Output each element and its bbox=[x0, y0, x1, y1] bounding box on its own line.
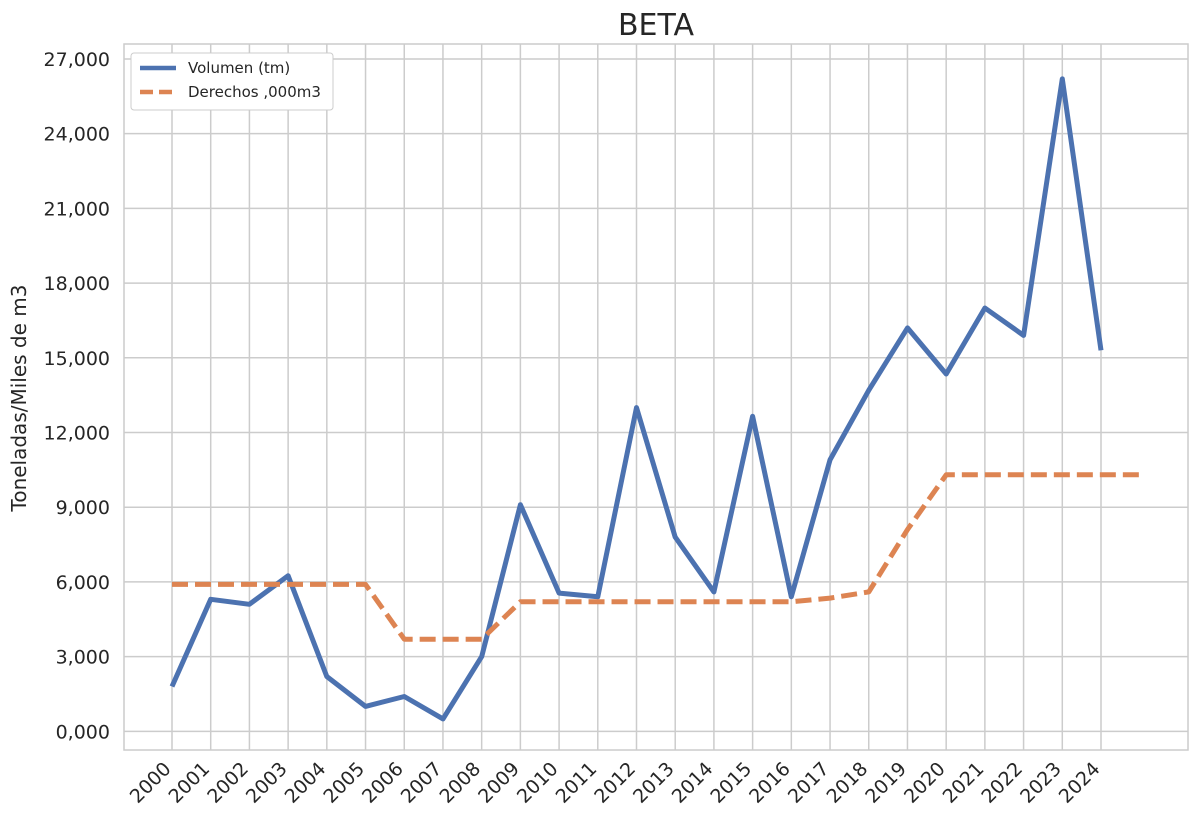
legend-box bbox=[130, 52, 334, 111]
legend-label-volumen: Volumen (tm) bbox=[188, 59, 290, 77]
x-tick-label: 2014 bbox=[668, 758, 718, 808]
y-tick-label: 18,000 bbox=[44, 273, 110, 295]
y-tick-label: 9,000 bbox=[56, 497, 110, 519]
x-tick-label: 2022 bbox=[977, 758, 1027, 808]
x-tick-label: 2008 bbox=[435, 758, 485, 808]
x-tick-label: 2009 bbox=[474, 758, 524, 808]
x-tick-label: 2010 bbox=[513, 758, 563, 808]
legend: Volumen (tm) Derechos ,000m3 bbox=[130, 52, 334, 111]
y-tick-label: 0,000 bbox=[56, 721, 110, 743]
x-tick-label: 2003 bbox=[242, 758, 292, 808]
y-tick-label: 24,000 bbox=[44, 124, 110, 146]
plot-area: 0,000 3,000 6,000 9,000 12,000 15,000 18,000 21… bbox=[44, 43, 1189, 808]
series-line-derechos bbox=[172, 472, 1140, 642]
y-tick-label: 3,000 bbox=[56, 647, 110, 669]
x-tick-label: 2007 bbox=[397, 758, 447, 808]
legend-label-derechos: Derechos ,000m3 bbox=[188, 83, 321, 101]
y-tick-label: 21,000 bbox=[44, 198, 110, 220]
x-tick-label: 2013 bbox=[629, 758, 679, 808]
x-tick-label: 2021 bbox=[939, 758, 989, 808]
x-tick-label: 2023 bbox=[1016, 758, 1066, 808]
x-tick-label: 2016 bbox=[745, 758, 795, 808]
x-tick-label: 2017 bbox=[784, 758, 834, 808]
x-tick-label: 2004 bbox=[281, 758, 331, 808]
x-tick-label: 2001 bbox=[164, 758, 214, 808]
chart-title: BETA bbox=[618, 8, 695, 43]
x-tick-label: 2018 bbox=[823, 758, 873, 808]
y-tick-label: 15,000 bbox=[44, 348, 110, 370]
x-tick-label: 2012 bbox=[590, 758, 640, 808]
x-tick-label: 2011 bbox=[552, 758, 602, 808]
y-tick-label: 6,000 bbox=[56, 572, 110, 594]
x-tick-label: 2024 bbox=[1055, 758, 1105, 808]
x-tick-label: 2000 bbox=[126, 758, 176, 808]
x-tick-label: 2019 bbox=[861, 758, 911, 808]
x-tick-label: 2015 bbox=[706, 758, 756, 808]
y-tick-label: 12,000 bbox=[44, 422, 110, 444]
x-tick-label: 2002 bbox=[203, 758, 253, 808]
x-tick-label: 2020 bbox=[900, 758, 950, 808]
x-tick-label: 2005 bbox=[319, 758, 369, 808]
y-tick-label: 27,000 bbox=[44, 49, 110, 71]
x-tick-label: 2006 bbox=[358, 758, 408, 808]
plot-frame bbox=[123, 43, 1189, 751]
series-line-volumen bbox=[169, 76, 1104, 722]
y-axis-title: Toneladas/Miles de m3 bbox=[7, 285, 31, 513]
